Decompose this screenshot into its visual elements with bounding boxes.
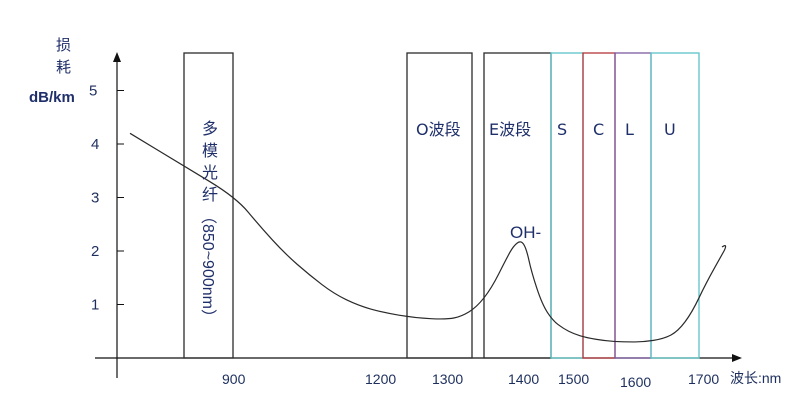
y-axis-arrow-icon [113,52,121,62]
multimode-band-label: 多 模 光 纤 （850~900nm） [193,118,227,325]
band-label: C [593,120,604,139]
band-rect [183,52,234,359]
x-tick-label: 1600 [620,374,651,390]
y-tick-label: 2 [91,243,99,260]
multimode-label-char-3: 光 [201,163,218,182]
multimode-label-char-1: 多 [201,119,218,138]
y-tick-label: 1 [91,297,99,314]
y-label-char-1: 损 [56,36,71,54]
x-tick-label: 1300 [432,371,463,387]
x-axis-arrow-icon [732,354,742,362]
y-tick-group: 1 2 3 4 5 [89,83,124,314]
y-label-char-2: 耗 [56,58,71,76]
y-tick-label: 3 [91,190,99,207]
x-tick-label: 1700 [688,371,719,387]
multimode-label-char-4: 纤 [201,185,218,204]
x-tick-label: 1500 [558,371,589,387]
band-rect [614,52,652,359]
band-rect [406,52,473,359]
x-tick-group: 900 1200 1300 1400 1500 1600 1700 [222,371,719,390]
x-tick-label: 1200 [365,371,396,387]
band-rect [650,52,700,359]
multimode-range-label: （850~900nm） [199,208,216,325]
band-label: O波段 [416,120,461,139]
y-tick-label: 4 [91,136,99,153]
loss-curve-line [129,132,727,343]
y-tick-label: 5 [89,83,97,100]
band-rect [483,52,552,359]
multimode-label-char-2: 模 [201,141,218,160]
x-axis-label: 波长:nm [730,370,781,386]
y-label-unit: dB/km [29,89,75,106]
band-label: E波段 [489,120,531,139]
band-label: U [664,120,676,139]
band-label: S [557,120,567,139]
band-rect [550,52,584,359]
x-tick-label: 900 [222,371,246,387]
band-group: O波段 E波段 S C L U [183,52,700,359]
band-label: L [625,120,634,139]
band-rect [582,52,616,359]
oh-annotation: OH- [510,223,541,242]
x-tick-label: 1400 [508,371,539,387]
